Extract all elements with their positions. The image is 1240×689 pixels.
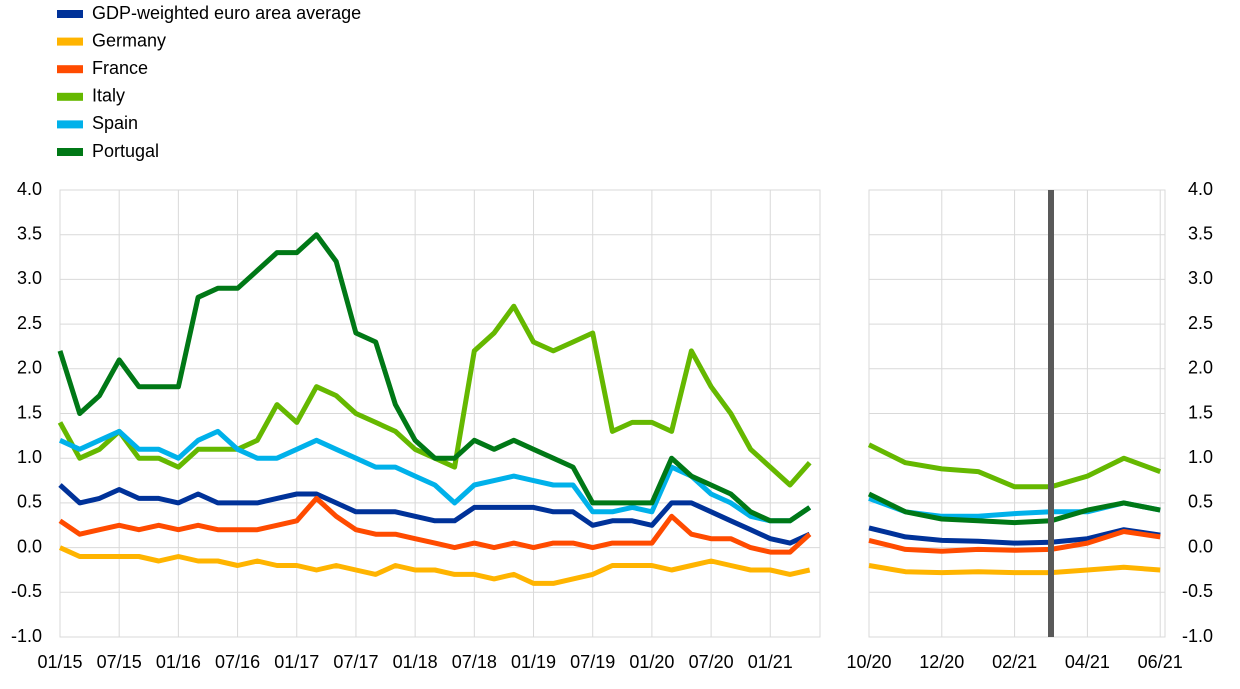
y-tick-label: 0.5 bbox=[1188, 492, 1213, 512]
legend-swatch bbox=[57, 148, 83, 156]
x-tick-label: 10/20 bbox=[846, 652, 891, 672]
legend-swatch bbox=[57, 92, 83, 101]
series-line bbox=[58, 545, 811, 586]
x-tick-label: 07/19 bbox=[570, 652, 615, 672]
x-tick-label: 01/20 bbox=[629, 652, 674, 672]
y-tick-label: 0.5 bbox=[17, 492, 42, 512]
y-tick-label: 3.5 bbox=[1188, 223, 1213, 243]
series-line bbox=[58, 483, 811, 546]
legend-label: Spain bbox=[92, 113, 138, 133]
x-tick-label: 07/18 bbox=[452, 652, 497, 672]
y-tick-label: 2.0 bbox=[17, 358, 42, 378]
y-tick-label: -1.0 bbox=[1182, 626, 1213, 646]
legend-label: Italy bbox=[92, 86, 125, 106]
x-tick-label: 02/21 bbox=[992, 652, 1037, 672]
y-tick-label: 0.0 bbox=[17, 536, 42, 556]
series-line bbox=[57, 232, 812, 524]
y-tick-label: 3.0 bbox=[1188, 268, 1213, 288]
series-line bbox=[868, 529, 1161, 554]
y-tick-label: 4.0 bbox=[17, 179, 42, 199]
x-tick-label: 01/15 bbox=[37, 652, 82, 672]
x-tick-label: 07/15 bbox=[97, 652, 142, 672]
series-line bbox=[867, 491, 1161, 526]
y-tick-label: 2.0 bbox=[1188, 358, 1213, 378]
x-tick-label: 01/19 bbox=[511, 652, 556, 672]
series-line bbox=[868, 525, 1161, 546]
plot-frame bbox=[59, 189, 821, 638]
y-tick-label: -0.5 bbox=[1182, 581, 1213, 601]
x-tick-label: 01/18 bbox=[393, 652, 438, 672]
x-tick-label: 07/20 bbox=[689, 652, 734, 672]
y-tick-label: 1.5 bbox=[17, 402, 42, 422]
y-tick-label: 2.5 bbox=[1188, 313, 1213, 333]
x-tick-label: 07/17 bbox=[333, 652, 378, 672]
x-tick-label: 12/20 bbox=[919, 652, 964, 672]
x-tick-label: 04/21 bbox=[1065, 652, 1110, 672]
legend-label: France bbox=[92, 58, 148, 78]
legend-swatch bbox=[57, 10, 83, 18]
legend-swatch bbox=[57, 37, 83, 46]
y-tick-label: 1.5 bbox=[1188, 402, 1213, 422]
legend-swatch bbox=[57, 120, 83, 129]
x-tick-label: 07/16 bbox=[215, 652, 260, 672]
plot-frame bbox=[868, 189, 1166, 638]
y-tick-label: 1.0 bbox=[17, 447, 42, 467]
y-tick-label: 4.0 bbox=[1188, 179, 1213, 199]
y-tick-label: 1.0 bbox=[1188, 447, 1213, 467]
y-tick-label: 3.5 bbox=[17, 223, 42, 243]
y-tick-label: 0.0 bbox=[1188, 536, 1213, 556]
y-tick-label: 3.0 bbox=[17, 268, 42, 288]
x-tick-label: 06/21 bbox=[1138, 652, 1183, 672]
legend-label: GDP-weighted euro area average bbox=[92, 3, 361, 23]
legend-label: Germany bbox=[92, 30, 166, 50]
y-tick-label: -0.5 bbox=[11, 581, 42, 601]
legend-label: Portugal bbox=[92, 141, 159, 161]
legend-swatch bbox=[57, 65, 83, 74]
x-tick-label: 01/17 bbox=[274, 652, 319, 672]
series-line bbox=[867, 442, 1162, 490]
x-tick-label: 01/16 bbox=[156, 652, 201, 672]
y-tick-label: 2.5 bbox=[17, 313, 42, 333]
y-tick-label: -1.0 bbox=[11, 626, 42, 646]
series-line bbox=[868, 563, 1161, 576]
series-line bbox=[58, 495, 812, 555]
x-tick-label: 01/21 bbox=[748, 652, 793, 672]
